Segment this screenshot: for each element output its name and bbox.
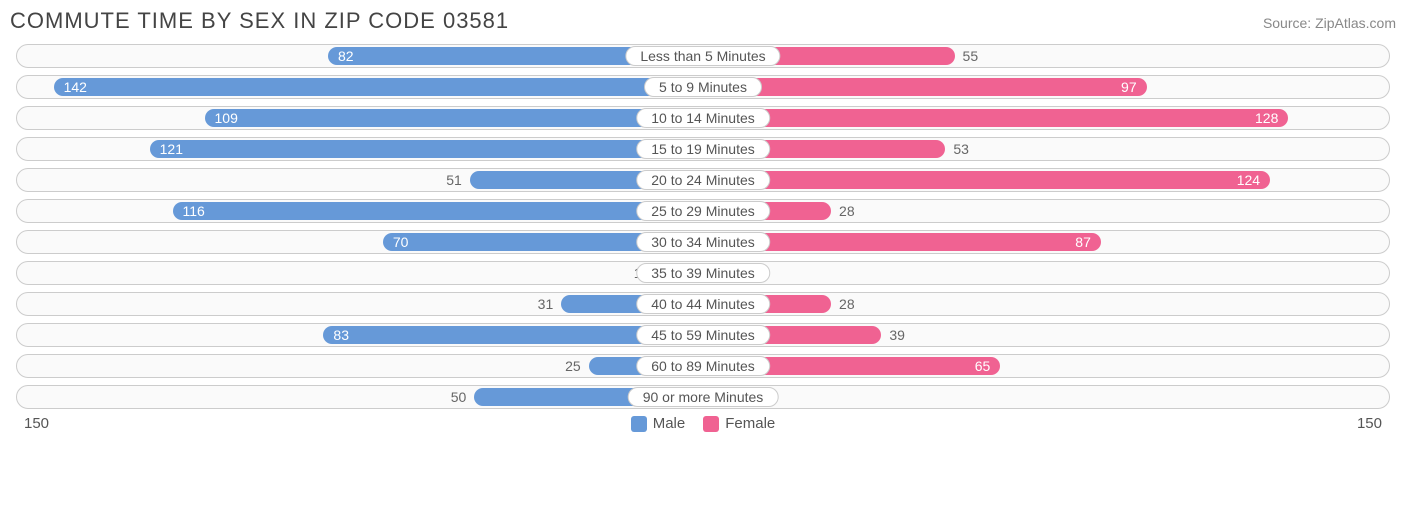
- category-label: 15 to 19 Minutes: [636, 139, 770, 159]
- male-bar: 121: [150, 140, 703, 158]
- male-value: 142: [64, 79, 87, 95]
- female-value: 65: [975, 358, 991, 374]
- axis-max-left: 150: [24, 415, 84, 432]
- category-label: 30 to 34 Minutes: [636, 232, 770, 252]
- male-value: 109: [215, 110, 238, 126]
- female-value: 53: [945, 138, 977, 160]
- male-value: 82: [338, 48, 354, 64]
- female-bar: 97: [703, 78, 1147, 96]
- category-label: Less than 5 Minutes: [625, 46, 780, 66]
- female-value: 87: [1075, 234, 1091, 250]
- male-value: 31: [530, 293, 562, 315]
- male-value: 50: [443, 386, 475, 408]
- legend-female-label: Female: [725, 415, 775, 432]
- male-swatch-icon: [631, 416, 647, 432]
- commute-time-chart: COMMUTE TIME BY SEX IN ZIP CODE 03581 So…: [0, 0, 1406, 436]
- chart-row: 82 55 Less than 5 Minutes: [16, 44, 1390, 68]
- male-value: 25: [557, 355, 589, 377]
- chart-row: 142 97 5 to 9 Minutes: [16, 75, 1390, 99]
- chart-source: Source: ZipAtlas.com: [1263, 15, 1396, 31]
- chart-row: 109 128 10 to 14 Minutes: [16, 106, 1390, 130]
- axis-max-right: 150: [1322, 415, 1382, 432]
- chart-rows: 82 55 Less than 5 Minutes 142 97 5 to 9 Minut…: [10, 44, 1396, 409]
- category-label: 90 or more Minutes: [628, 387, 779, 407]
- chart-row: 121 53 15 to 19 Minutes: [16, 137, 1390, 161]
- chart-row: 10035 to 39 Minutes: [16, 261, 1390, 285]
- male-value: 70: [393, 234, 409, 250]
- male-value: 121: [160, 141, 183, 157]
- category-label: 45 to 59 Minutes: [636, 325, 770, 345]
- male-bar: 116: [173, 202, 704, 220]
- category-label: 5 to 9 Minutes: [644, 77, 762, 97]
- chart-title: COMMUTE TIME BY SEX IN ZIP CODE 03581: [10, 8, 509, 34]
- male-bar: 142: [54, 78, 703, 96]
- chart-row: 31 28 40 to 44 Minutes: [16, 292, 1390, 316]
- female-value: 128: [1255, 110, 1278, 126]
- chart-footer: 150 Male Female 150: [10, 415, 1396, 432]
- female-value: 124: [1237, 172, 1260, 188]
- male-value: 83: [333, 327, 349, 343]
- category-label: 35 to 39 Minutes: [636, 263, 770, 283]
- female-swatch-icon: [703, 416, 719, 432]
- chart-row: 25 65 60 to 89 Minutes: [16, 354, 1390, 378]
- chart-row: 50090 or more Minutes: [16, 385, 1390, 409]
- female-bar: 128: [703, 109, 1288, 127]
- legend-female: Female: [703, 415, 775, 432]
- male-value: 116: [183, 203, 205, 219]
- female-value: 39: [881, 324, 913, 346]
- chart-row: 116 28 25 to 29 Minutes: [16, 199, 1390, 223]
- male-value: 51: [438, 169, 470, 191]
- category-label: 10 to 14 Minutes: [636, 108, 770, 128]
- category-label: 20 to 24 Minutes: [636, 170, 770, 190]
- legend-male-label: Male: [653, 415, 686, 432]
- female-value: 97: [1121, 79, 1137, 95]
- male-bar: 109: [205, 109, 703, 127]
- category-label: 60 to 89 Minutes: [636, 356, 770, 376]
- chart-header: COMMUTE TIME BY SEX IN ZIP CODE 03581 So…: [10, 8, 1396, 34]
- legend: Male Female: [84, 415, 1322, 432]
- female-bar: 124: [703, 171, 1270, 189]
- female-value: 28: [831, 293, 863, 315]
- female-value: 28: [831, 200, 863, 222]
- chart-row: 83 39 45 to 59 Minutes: [16, 323, 1390, 347]
- legend-male: Male: [631, 415, 686, 432]
- category-label: 25 to 29 Minutes: [636, 201, 770, 221]
- chart-row: 70 87 30 to 34 Minutes: [16, 230, 1390, 254]
- female-value: 55: [955, 45, 987, 67]
- category-label: 40 to 44 Minutes: [636, 294, 770, 314]
- chart-row: 51 124 20 to 24 Minutes: [16, 168, 1390, 192]
